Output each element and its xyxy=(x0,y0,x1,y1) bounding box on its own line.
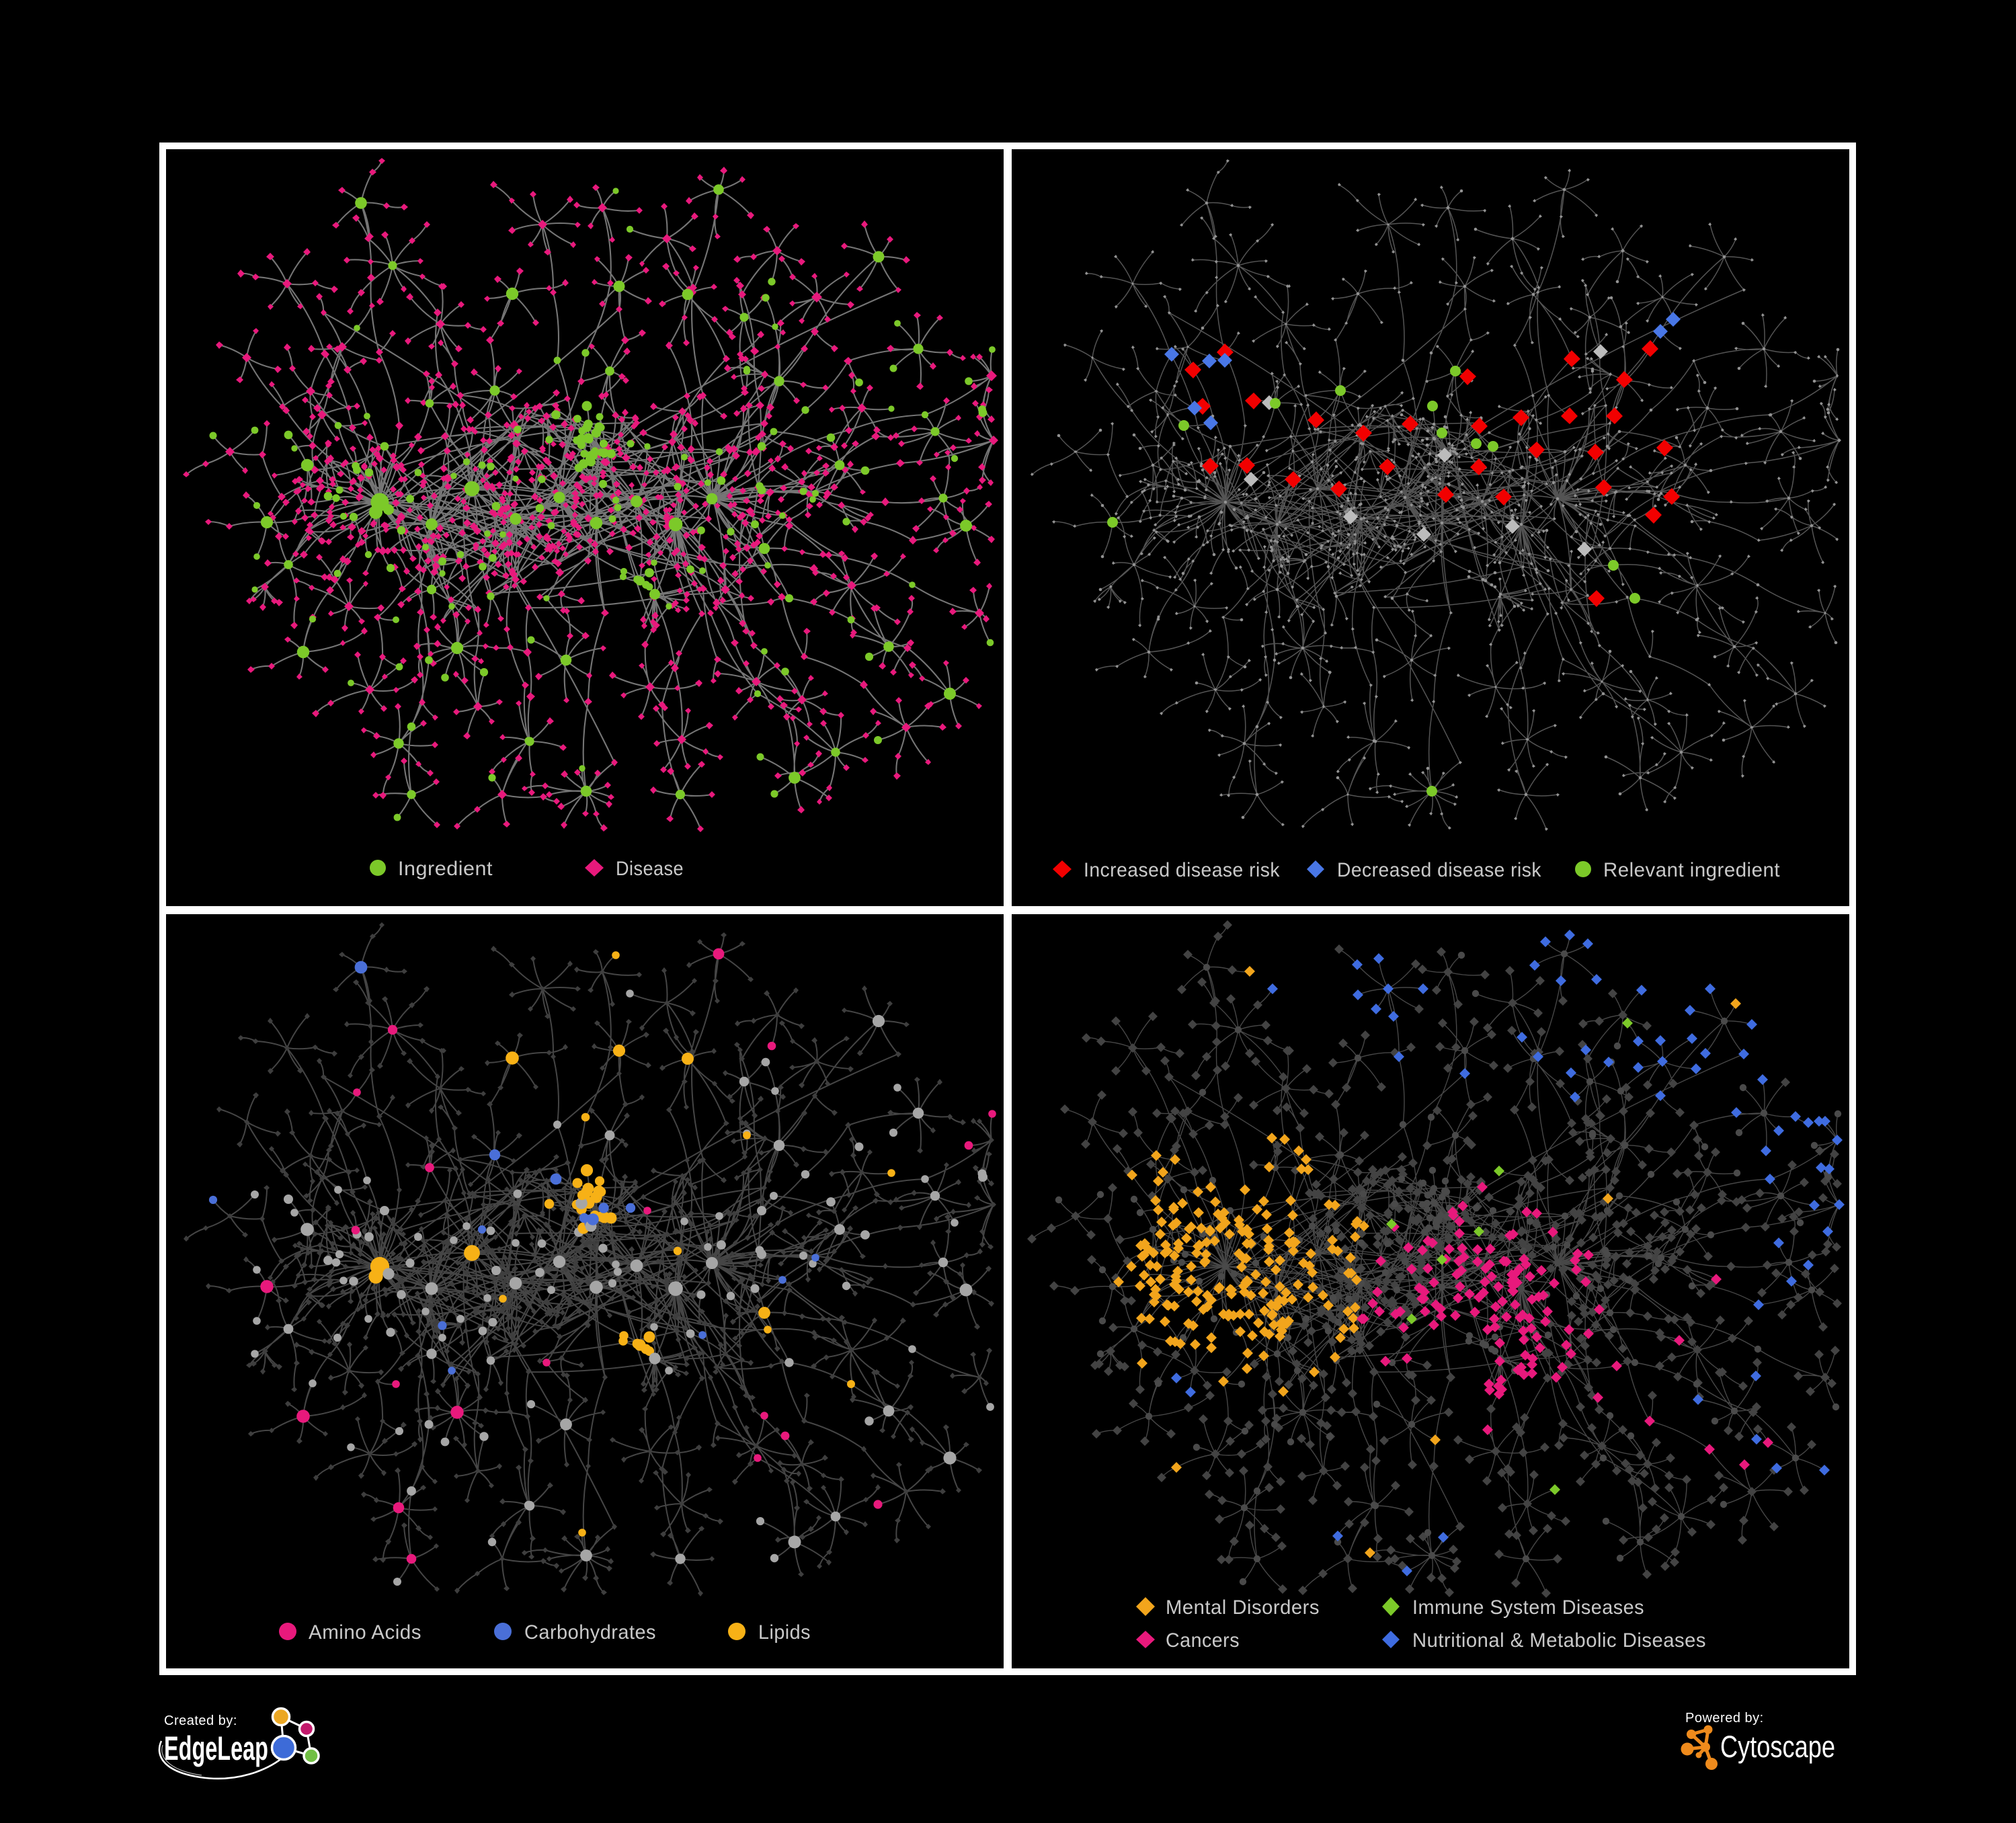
svg-text:Created by:: Created by: xyxy=(164,1713,237,1728)
svg-text:Disease: Disease xyxy=(616,858,684,880)
svg-text:Amino Acids: Amino Acids xyxy=(309,1621,421,1644)
svg-text:Decreased disease risk: Decreased disease risk xyxy=(1337,859,1541,881)
svg-text:Mental Disorders: Mental Disorders xyxy=(1166,1596,1320,1619)
svg-text:Nutritional & Metabolic Diseas: Nutritional & Metabolic Diseases xyxy=(1412,1629,1706,1652)
svg-text:Ingredient: Ingredient xyxy=(398,858,493,880)
svg-text:Carbohydrates: Carbohydrates xyxy=(524,1621,656,1644)
svg-text:Cytoscape: Cytoscape xyxy=(1720,1730,1835,1764)
svg-text:Increased disease risk: Increased disease risk xyxy=(1084,859,1280,881)
svg-text:Lipids: Lipids xyxy=(758,1621,811,1644)
svg-text:Powered by:: Powered by: xyxy=(1685,1711,1764,1726)
svg-text:Cancers: Cancers xyxy=(1166,1629,1240,1652)
svg-text:Relevant ingredient: Relevant ingredient xyxy=(1603,859,1780,881)
svg-text:Immune System Diseases: Immune System Diseases xyxy=(1412,1596,1644,1619)
svg-text:EdgeLeap: EdgeLeap xyxy=(164,1730,268,1767)
